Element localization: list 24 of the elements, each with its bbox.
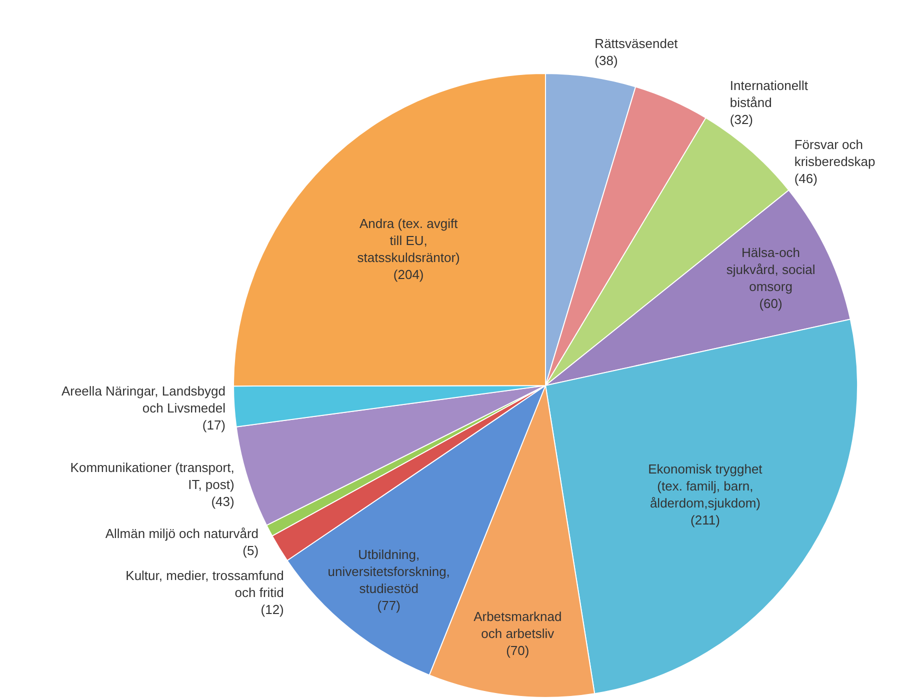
data-label: (204) — [393, 266, 424, 282]
data-label: (43) — [211, 494, 234, 510]
data-label: (12) — [260, 602, 284, 618]
data-label: (77) — [377, 598, 400, 613]
data-label: (5) — [242, 543, 259, 558]
data-label: (60) — [759, 296, 782, 312]
slice-label: Allmän miljö och naturvård — [105, 526, 259, 542]
slice-label: Arbetsmarknad och arbetsliv — [474, 609, 562, 642]
slice-label: Kultur, medier, trossamfund och fritid — [126, 568, 284, 600]
slice-label: Försvar och krisberedskap — [794, 137, 876, 170]
data-label: (211) — [690, 512, 720, 528]
data-label: (70) — [506, 643, 530, 658]
slice-label: Areella Näringar, Landsbygd och Livsmedel — [61, 384, 226, 416]
slice-label: Ekonomisk trygghet (tex. familj, barn, ålderdom,sjukdom) — [648, 462, 763, 511]
slice-label: Internationellt bistånd — [730, 78, 808, 110]
data-label: (38) — [594, 53, 618, 68]
slice-label: Rättsväsendet — [594, 36, 678, 52]
data-label: (46) — [794, 171, 818, 186]
slice-label: Hälsa-och sjukvård, social omsorg — [726, 245, 816, 294]
slice-label: Utbildning, universitetsforskning, studiestöd — [328, 546, 450, 596]
slice-label: Andra (tex. avgift till EU, statsskuldsräntor) — [357, 216, 460, 265]
data-label: (17) — [202, 418, 226, 433]
data-label: (32) — [730, 112, 754, 128]
slice-label: Kommunikationer (transport, IT, post) — [70, 460, 234, 492]
